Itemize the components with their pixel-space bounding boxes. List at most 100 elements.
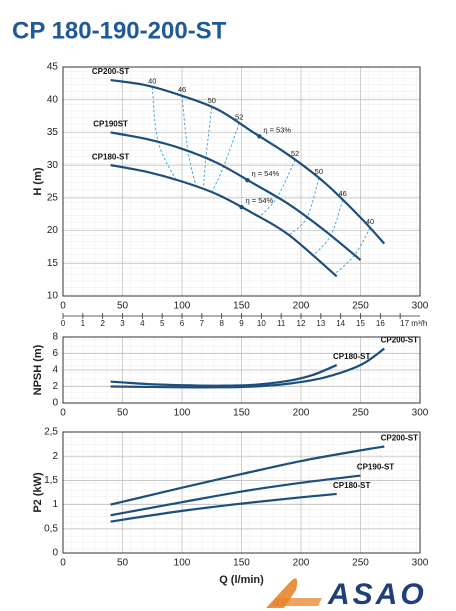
y-tick-label: 8 xyxy=(52,332,58,343)
title: CP 180-190-200-ST xyxy=(12,17,227,44)
y-tick-label: 0,5 xyxy=(44,523,58,534)
x-tick-label: 100 xyxy=(174,301,191,312)
x-tick-label: 50 xyxy=(117,301,129,312)
x-tick-label: 150 xyxy=(233,301,250,312)
y-tick-label: 0 xyxy=(52,398,58,409)
y-tick-label: 10 xyxy=(47,291,59,302)
y-axis-label: H (m) xyxy=(32,167,44,195)
y-tick-label: 35 xyxy=(47,127,59,138)
x2-tick-label: 1 xyxy=(81,319,86,328)
x-tick-label: 150 xyxy=(233,558,250,569)
y-tick-label: 15 xyxy=(47,258,59,269)
y-axis-label: NPSH (m) xyxy=(32,344,44,395)
x-tick-label: 100 xyxy=(174,408,191,419)
x-tick-label: 0 xyxy=(60,558,66,569)
plot-border xyxy=(62,336,421,404)
efficiency-label: 40 xyxy=(148,76,156,85)
y-tick-label: 30 xyxy=(47,160,59,171)
y-tick-label: 25 xyxy=(47,192,59,203)
x-tick-label: 150 xyxy=(233,408,250,419)
series-line xyxy=(110,164,338,278)
series-line xyxy=(110,474,361,517)
x2-tick-label: 8 xyxy=(219,319,224,328)
efficiency-label: η = 53% xyxy=(263,125,291,134)
x2-tick-label: 16 xyxy=(376,319,385,328)
y-tick-label: 20 xyxy=(47,225,59,236)
x2-tick-label: 5 xyxy=(160,319,165,328)
efficiency-point xyxy=(257,134,262,139)
y-tick-label: 45 xyxy=(47,62,59,73)
x-tick-label: 50 xyxy=(117,558,129,569)
x2-tick-label: 11 xyxy=(277,319,286,328)
efficiency-label: 52 xyxy=(235,112,243,121)
x2-tick-label: 2 xyxy=(100,319,105,328)
x-tick-label: 300 xyxy=(412,558,429,569)
x-tick-label: 0 xyxy=(60,301,66,312)
y-tick-label: 0 xyxy=(52,548,58,559)
series-label: CP180-ST xyxy=(333,481,370,490)
series-label: CP200-ST xyxy=(381,434,418,443)
x2-tick-label: 0 xyxy=(61,319,66,328)
x-tick-label: 300 xyxy=(412,301,429,312)
y-tick-label: 1 xyxy=(52,499,58,510)
efficiency-label: 52 xyxy=(291,149,299,158)
x2-tick-label: 13 xyxy=(316,319,325,328)
x2-tick-label: 12 xyxy=(297,319,306,328)
series-label: CP190-ST xyxy=(357,463,394,472)
y-tick-label: 2,5 xyxy=(44,427,58,438)
y-tick-label: 4 xyxy=(52,365,58,376)
efficiency-label: 46 xyxy=(178,85,186,94)
x-tick-label: 300 xyxy=(412,408,429,419)
efficiency-label: η = 54% xyxy=(251,169,279,178)
x2-tick-label: 3 xyxy=(120,319,125,328)
x-tick-label: 250 xyxy=(352,408,369,419)
efficiency-label: 50 xyxy=(315,167,323,176)
plot-border xyxy=(62,66,421,297)
logo-icon xyxy=(266,578,298,608)
efficiency-label: 40 xyxy=(366,217,374,226)
x-tick-label: 200 xyxy=(293,408,310,419)
y-tick-label: 40 xyxy=(47,94,59,105)
x2-tick-label: 7 xyxy=(200,319,205,328)
y-axis-label: P2 (kW) xyxy=(32,472,44,513)
series-label: CP200-ST xyxy=(92,67,129,76)
y-tick-label: 1,5 xyxy=(44,475,58,486)
x-tick-label: 100 xyxy=(174,558,191,569)
x-tick-label: 250 xyxy=(352,301,369,312)
efficiency-label: η = 54% xyxy=(246,196,274,205)
x-tick-label: 0 xyxy=(60,408,66,419)
series-line xyxy=(110,78,386,245)
x2-tick-label: 14 xyxy=(336,319,345,328)
series-line xyxy=(110,364,338,387)
x-tick-label: 200 xyxy=(293,558,310,569)
efficiency-label: 50 xyxy=(208,96,216,105)
x-tick-label: 200 xyxy=(293,301,310,312)
plot-border xyxy=(62,431,421,554)
y-tick-label: 2 xyxy=(52,451,58,462)
series-label: CP200-ST xyxy=(381,336,418,345)
series-label: CP180-ST xyxy=(333,352,370,361)
efficiency-point xyxy=(245,177,250,183)
y-tick-label: 6 xyxy=(52,348,58,359)
series-line xyxy=(110,445,385,506)
series-label: CP180-ST xyxy=(92,152,129,161)
x2-tick-label: 17 m³/h xyxy=(400,319,427,328)
x2-tick-label: 9 xyxy=(239,319,244,328)
x2-tick-label: 4 xyxy=(140,319,145,328)
efficiency-label: 46 xyxy=(338,189,346,198)
x2-tick-label: 10 xyxy=(257,319,266,328)
y-tick-label: 2 xyxy=(52,381,58,392)
series-line xyxy=(110,131,362,261)
series-line xyxy=(110,492,337,523)
series-label: CP190ST xyxy=(93,120,128,129)
watermark-logo: ASAO xyxy=(266,578,427,611)
logo-icon xyxy=(272,598,322,606)
x-axis-label: Q (l/min) xyxy=(219,574,264,586)
x2-tick-label: 6 xyxy=(180,319,185,328)
series-line xyxy=(110,347,385,389)
watermark: ASAO xyxy=(327,578,427,611)
x-tick-label: 250 xyxy=(352,558,369,569)
x-tick-label: 50 xyxy=(117,408,129,419)
